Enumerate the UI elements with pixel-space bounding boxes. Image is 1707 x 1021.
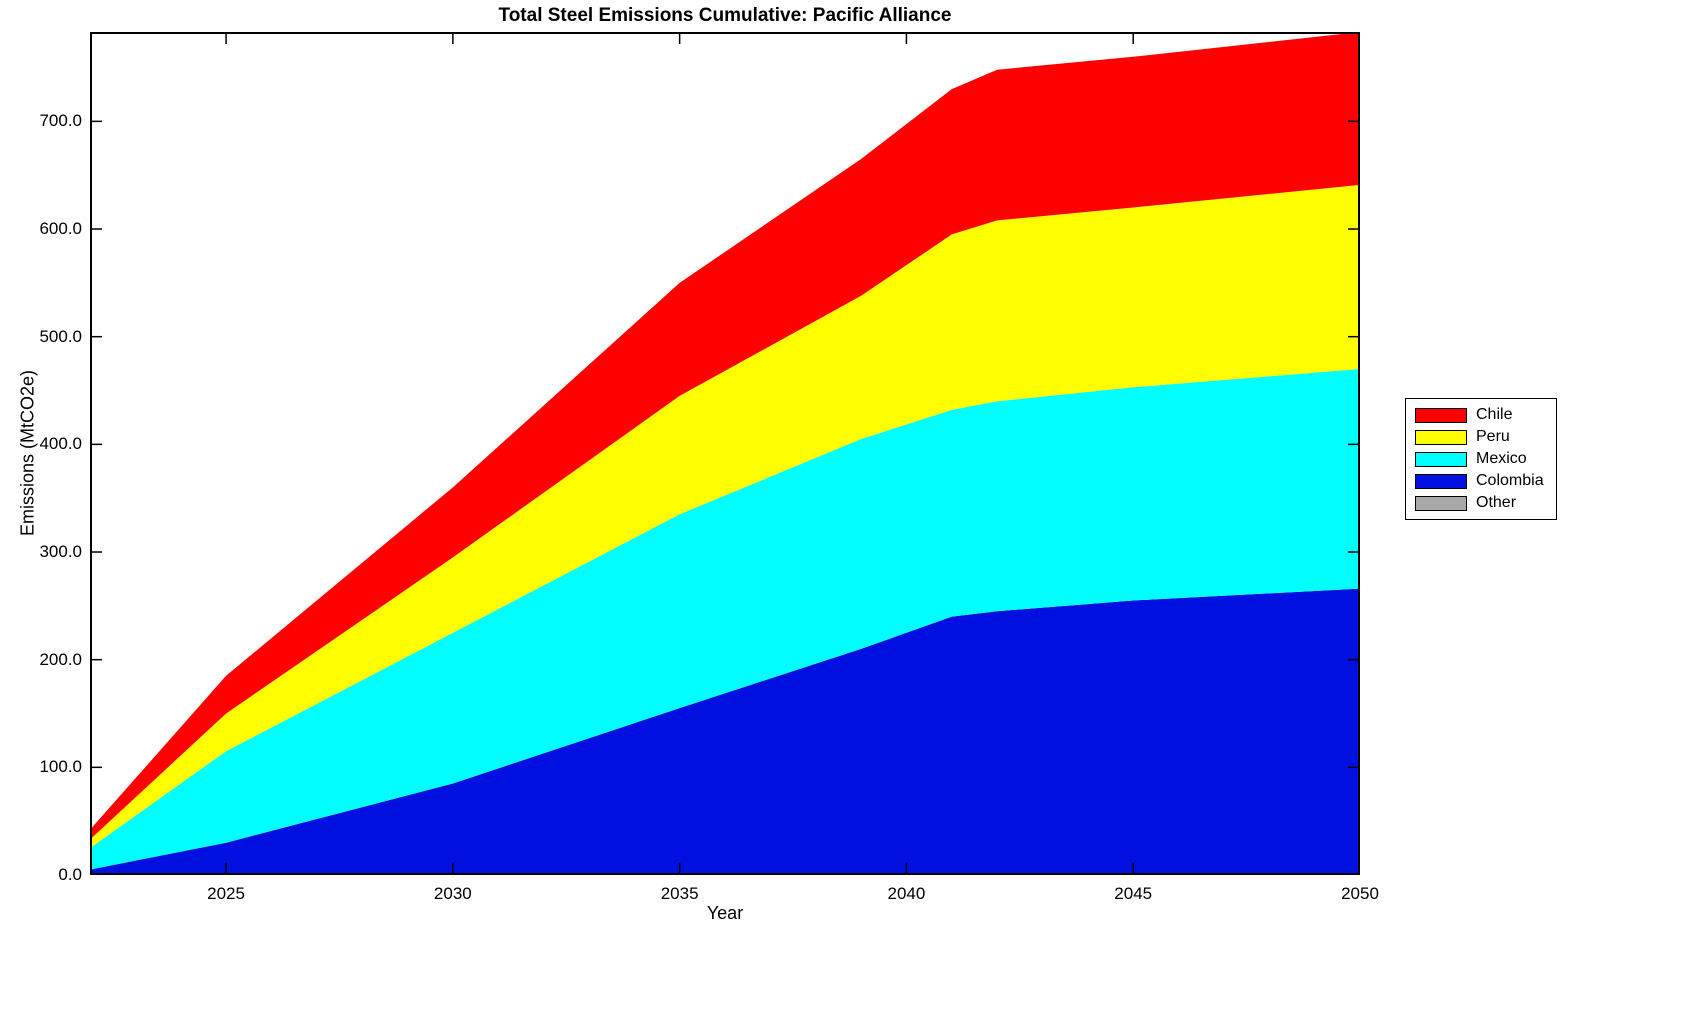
legend-swatch (1415, 451, 1467, 467)
x-tick-label: 2030 (433, 884, 472, 903)
legend-label: Chile (1476, 406, 1513, 423)
area-chile (90, 32, 1360, 840)
y-tick-label: 700.0 (39, 111, 82, 131)
x-tick-label: 2035 (660, 884, 699, 903)
legend-label: Mexico (1476, 450, 1527, 467)
y-tick-label: 100.0 (39, 757, 82, 777)
chart-title: Total Steel Emissions Cumulative: Pacifi… (498, 5, 952, 26)
legend-swatch (1415, 473, 1467, 489)
legend-label: Peru (1476, 428, 1510, 445)
y-tick-label: 500.0 (39, 326, 82, 346)
x-axis-label: Year (706, 903, 744, 923)
area-peru (90, 184, 1360, 849)
legend-swatch (1415, 495, 1467, 511)
legend-swatch (1415, 429, 1467, 445)
legend-item-mexico: Mexico (1415, 450, 1544, 468)
y-axis-label: Emissions (MtCO2e) (17, 369, 38, 537)
x-tick-label: 2050 (1341, 884, 1379, 903)
x-tick-label: 2045 (1114, 884, 1153, 903)
legend-item-colombia: Colombia (1415, 472, 1544, 490)
legend: Chile Peru Mexico Colombia Other (1405, 398, 1557, 520)
plot-border (90, 32, 1360, 875)
legend-swatch (1415, 407, 1467, 423)
legend-label: Colombia (1476, 472, 1544, 489)
area-colombia (90, 588, 1360, 875)
y-tick-label: 0.0 (58, 865, 82, 884)
y-tick-label: 400.0 (39, 434, 82, 454)
legend-item-chile: Chile (1415, 406, 1544, 424)
area-mexico (90, 369, 1360, 870)
plot-area (90, 32, 1360, 875)
x-tick-label: 2040 (887, 884, 926, 903)
x-tick-label: 2025 (207, 884, 245, 903)
legend-item-peru: Peru (1415, 428, 1544, 446)
y-tick-label: 600.0 (39, 219, 82, 239)
legend-item-other: Other (1415, 494, 1544, 512)
legend-label: Other (1476, 494, 1517, 511)
y-tick-label: 200.0 (39, 649, 82, 669)
y-tick-label: 300.0 (39, 542, 82, 561)
